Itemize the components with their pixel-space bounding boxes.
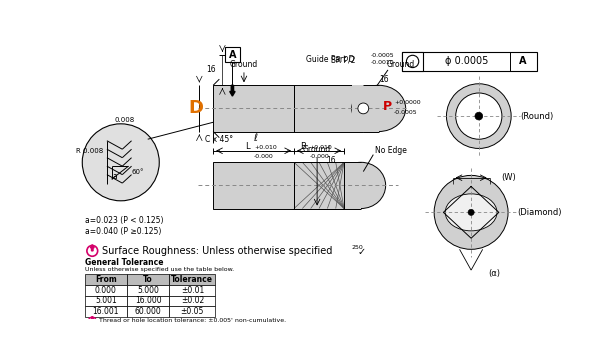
Bar — [169, 306, 215, 317]
Text: 16.001: 16.001 — [92, 307, 119, 316]
Text: P: P — [383, 100, 392, 113]
Bar — [336, 162, 361, 208]
Text: ±0.02: ±0.02 — [181, 296, 204, 305]
Text: 250: 250 — [352, 245, 363, 250]
Text: +0.010: +0.010 — [254, 145, 277, 150]
Text: -0.0010: -0.0010 — [371, 61, 395, 66]
Bar — [213, 162, 294, 208]
Text: SR P/2: SR P/2 — [331, 55, 355, 64]
Bar — [213, 85, 294, 131]
Text: Guide Part D: Guide Part D — [306, 55, 354, 64]
FancyArrow shape — [230, 85, 235, 96]
Bar — [224, 47, 240, 62]
Bar — [127, 274, 169, 285]
Bar — [169, 285, 215, 295]
Text: a: a — [112, 172, 117, 181]
Ellipse shape — [445, 194, 497, 231]
Text: A: A — [519, 57, 526, 67]
Circle shape — [468, 209, 474, 216]
Text: (α): (α) — [488, 270, 500, 279]
Circle shape — [87, 246, 98, 256]
Text: 60.000: 60.000 — [135, 307, 162, 316]
Bar — [127, 306, 169, 317]
Text: Ground: Ground — [230, 60, 258, 69]
Text: B: B — [300, 142, 306, 151]
Text: 5.000: 5.000 — [137, 286, 159, 295]
Text: -0.0005: -0.0005 — [394, 110, 418, 115]
Bar — [85, 285, 127, 295]
Circle shape — [89, 317, 96, 325]
Text: ±0.01: ±0.01 — [181, 286, 204, 295]
Text: 0.000: 0.000 — [95, 286, 117, 295]
Text: Ground: Ground — [303, 145, 331, 154]
Text: 16: 16 — [207, 66, 216, 74]
Bar — [294, 85, 363, 131]
Text: ±0.05: ±0.05 — [181, 307, 204, 316]
Text: 16: 16 — [327, 156, 336, 165]
Text: ✓: ✓ — [358, 247, 366, 257]
Text: +0.0000: +0.0000 — [394, 100, 421, 105]
Text: L: L — [245, 142, 249, 151]
Text: 60°: 60° — [132, 169, 144, 175]
Text: a=0.023 (P < 0.125): a=0.023 (P < 0.125) — [85, 216, 163, 224]
Text: D: D — [188, 100, 203, 117]
Bar — [85, 295, 127, 306]
Bar — [294, 162, 344, 208]
Text: -0.0005: -0.0005 — [371, 53, 395, 58]
Circle shape — [475, 112, 483, 120]
Circle shape — [456, 93, 502, 139]
Ellipse shape — [336, 162, 386, 208]
Text: R 0.008: R 0.008 — [76, 148, 103, 154]
Text: +0.010: +0.010 — [309, 145, 332, 150]
Ellipse shape — [352, 85, 406, 131]
Bar — [127, 295, 169, 306]
Text: -0.000: -0.000 — [254, 154, 274, 159]
Text: 0.008: 0.008 — [114, 117, 135, 123]
FancyArrow shape — [90, 245, 94, 251]
Circle shape — [434, 175, 508, 249]
Bar — [402, 52, 423, 72]
Text: Ground: Ground — [386, 60, 415, 69]
Text: General Tolerance: General Tolerance — [85, 258, 163, 267]
Text: C x 45°: C x 45° — [205, 135, 234, 144]
Text: 16.000: 16.000 — [135, 296, 161, 305]
Text: -0.000: -0.000 — [309, 154, 329, 159]
Text: Unless otherwise specified use the table below.: Unless otherwise specified use the table… — [85, 267, 234, 272]
Bar — [352, 85, 379, 131]
FancyArrow shape — [91, 316, 93, 321]
Bar — [294, 162, 344, 208]
Text: (Round): (Round) — [520, 112, 554, 121]
Text: a=0.040 (P ≥0.125): a=0.040 (P ≥0.125) — [85, 227, 161, 236]
Bar — [402, 52, 536, 72]
Text: 16: 16 — [379, 76, 388, 84]
Bar — [169, 295, 215, 306]
Text: Thread or hole location tolerance: ±0.005' non-cumulative.: Thread or hole location tolerance: ±0.00… — [99, 318, 287, 323]
Text: ϕ 0.0005: ϕ 0.0005 — [445, 57, 488, 67]
Text: (W): (W) — [501, 173, 516, 182]
Text: A: A — [229, 49, 236, 59]
Circle shape — [358, 103, 369, 114]
Text: Surface Roughness: Unless otherwise specified: Surface Roughness: Unless otherwise spec… — [101, 246, 332, 256]
Circle shape — [446, 84, 511, 149]
Text: Tolerance: Tolerance — [172, 275, 213, 284]
Bar — [169, 274, 215, 285]
Bar — [85, 306, 127, 317]
Text: 5.001: 5.001 — [95, 296, 117, 305]
Bar — [127, 285, 169, 295]
Text: No Edge: No Edge — [375, 146, 407, 155]
Bar — [85, 274, 127, 285]
Circle shape — [82, 124, 159, 201]
Circle shape — [407, 55, 419, 68]
Text: (Diamond): (Diamond) — [517, 208, 562, 217]
Text: From: From — [95, 275, 117, 284]
Text: To: To — [143, 275, 153, 284]
Text: ℓ: ℓ — [253, 133, 258, 143]
